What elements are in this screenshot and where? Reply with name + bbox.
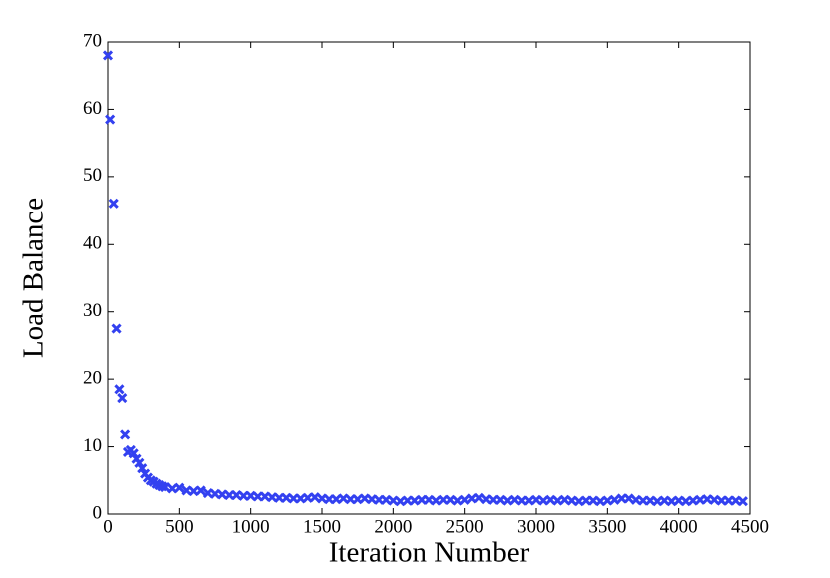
x-tick-label: 3000 bbox=[517, 516, 555, 537]
data-point bbox=[114, 384, 125, 395]
data-point bbox=[623, 493, 634, 504]
data-point bbox=[174, 482, 185, 493]
y-tick-label: 60 bbox=[83, 98, 102, 119]
y-axis-title: Load Balance bbox=[18, 198, 50, 358]
y-tick-label: 40 bbox=[83, 233, 102, 254]
x-tick-label: 2000 bbox=[374, 516, 412, 537]
x-tick-label: 1000 bbox=[232, 516, 270, 537]
data-point bbox=[137, 463, 148, 474]
data-point bbox=[195, 485, 206, 496]
data-point bbox=[102, 50, 114, 61]
x-tick-label: 3500 bbox=[588, 516, 626, 537]
x-tick-label: 2500 bbox=[446, 516, 484, 537]
data-point bbox=[111, 323, 122, 334]
data-point bbox=[105, 114, 116, 125]
data-point bbox=[309, 492, 320, 503]
data-point bbox=[108, 198, 119, 209]
x-tick-label: 500 bbox=[165, 516, 194, 537]
data-point bbox=[459, 494, 470, 505]
y-tick-label: 70 bbox=[83, 30, 102, 51]
y-tick-label: 30 bbox=[83, 300, 102, 321]
data-point bbox=[473, 492, 484, 503]
y-tick-label: 20 bbox=[83, 368, 102, 389]
plot-frame bbox=[107, 41, 751, 515]
data-point bbox=[134, 457, 145, 468]
x-axis-title: Iteration Number bbox=[329, 537, 530, 569]
data-point bbox=[117, 392, 128, 404]
data-point bbox=[737, 496, 748, 507]
data-point bbox=[160, 481, 171, 493]
x-tick-label: 4500 bbox=[731, 516, 769, 537]
y-tick-label: 50 bbox=[83, 165, 102, 186]
y-tick-label: 0 bbox=[93, 502, 103, 523]
x-tick-label: 1500 bbox=[303, 516, 341, 537]
x-tick-label: 4000 bbox=[660, 516, 698, 537]
data-point bbox=[609, 494, 620, 505]
data-point bbox=[120, 429, 131, 440]
y-tick-label: 10 bbox=[83, 435, 102, 456]
data-point bbox=[128, 448, 139, 459]
x-tick-label: 0 bbox=[103, 516, 113, 537]
